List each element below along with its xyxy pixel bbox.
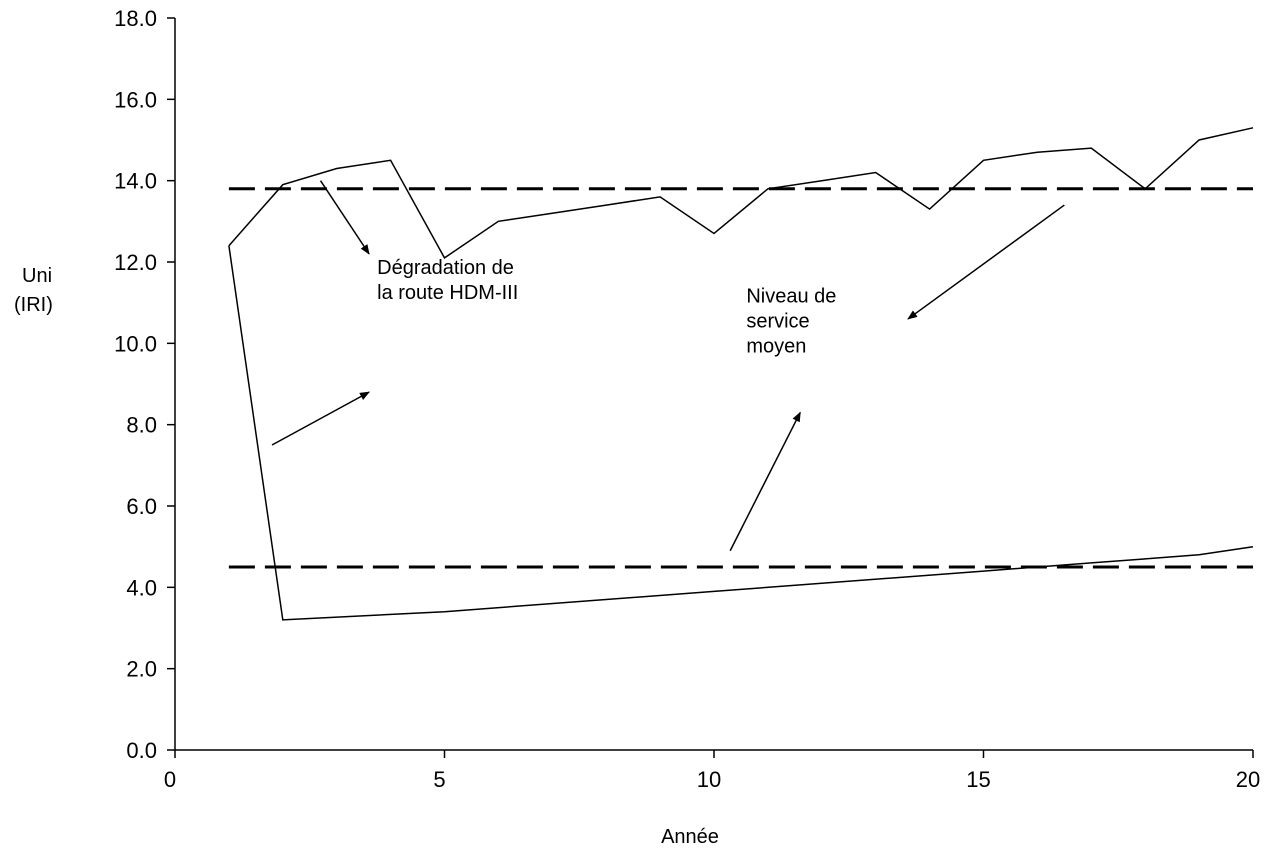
x-axis-title: Année	[661, 826, 719, 848]
y-tick-label: 12.0	[114, 250, 157, 275]
annotation-line: Niveau de	[746, 286, 836, 308]
y-tick-label: 14.0	[114, 169, 157, 194]
annotation-line: service	[746, 311, 809, 333]
annotations: Dégradation de la route HDM-III Niveau de s…	[271, 180, 1065, 552]
y-tick-label: 4.0	[126, 575, 157, 600]
x-tick-label: 0	[164, 767, 176, 792]
series-line	[228, 127, 1254, 259]
annotation-arrow	[729, 411, 801, 552]
series-line	[228, 245, 1254, 621]
y-axis-title-line: Uni	[22, 265, 52, 287]
axes: 0.0 2.0 4.0 6.0 8.0 10.0 12.0 14.0 16.0 18.0 0 5 10 1…	[114, 6, 1260, 792]
y-tick-label: 10.0	[114, 331, 157, 356]
x-tick-label: 15	[966, 767, 990, 792]
series-group	[228, 127, 1254, 621]
annotation-arrow	[271, 391, 370, 446]
y-tick-label: 8.0	[126, 413, 157, 438]
x-tick-label: 5	[433, 767, 445, 792]
y-tick-label: 0.0	[126, 738, 157, 763]
annotation-line: la route HDM-III	[377, 282, 518, 304]
axis-labels: Année Uni (IRI)	[14, 265, 719, 848]
annotation-text: Niveau de service moyen	[746, 286, 836, 358]
annotation-text: Dégradation de la route HDM-III	[377, 257, 518, 304]
y-tick-label: 6.0	[126, 494, 157, 519]
x-tick-label: 20	[1236, 767, 1260, 792]
y-tick-label: 18.0	[114, 6, 157, 31]
annotation-line: moyen	[746, 336, 806, 358]
annotation-arrow	[319, 180, 370, 255]
y-axis-title-line: (IRI)	[14, 294, 53, 316]
annotation-arrow	[907, 204, 1065, 320]
annotation-line: Dégradation de	[377, 257, 514, 279]
y-axis-title: Uni (IRI)	[14, 265, 53, 316]
x-tick-label: 10	[697, 767, 721, 792]
y-tick-label: 16.0	[114, 87, 157, 112]
y-tick-label: 2.0	[126, 657, 157, 682]
